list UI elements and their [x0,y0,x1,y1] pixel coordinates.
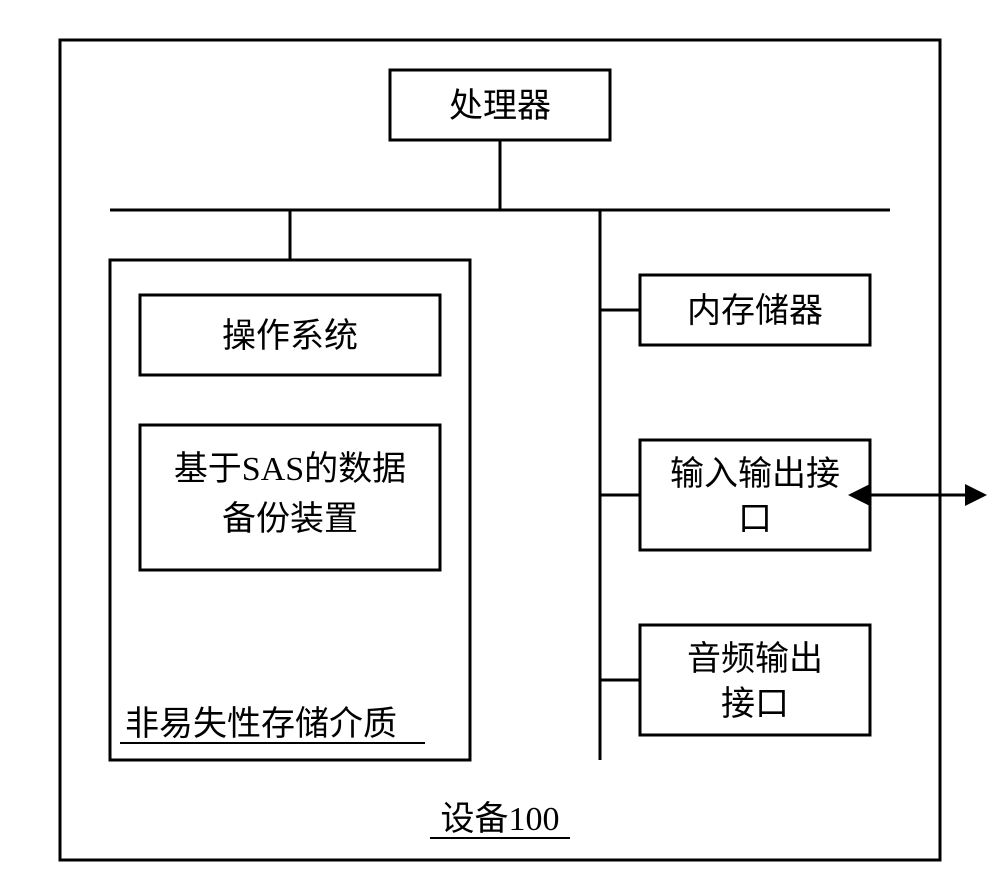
io-arrow-head-left [848,484,870,506]
os-label: 操作系统 [222,317,358,355]
memory-label: 内存储器 [687,292,823,330]
io-label-line2: 口 [738,501,772,538]
processor-label: 处理器 [449,88,551,125]
io-arrow-head-right [965,484,987,506]
audio-label-line2: 接口 [721,686,789,723]
audio-label-line1: 音频输出 [687,640,823,678]
io-label-line1: 输入输出接 [670,455,840,493]
sas-box [140,425,440,570]
sas-label-line2: 备份装置 [222,500,358,538]
nonvolatile-label: 非易失性存储介质 [125,705,397,743]
sas-label-line1: 基于SAS的数据 [174,450,406,488]
block-diagram: 处理器 非易失性存储介质 操作系统 基于SAS的数据 备份装置 内存储器 输入输… [0,0,1000,890]
device-label: 设备100 [441,800,560,838]
